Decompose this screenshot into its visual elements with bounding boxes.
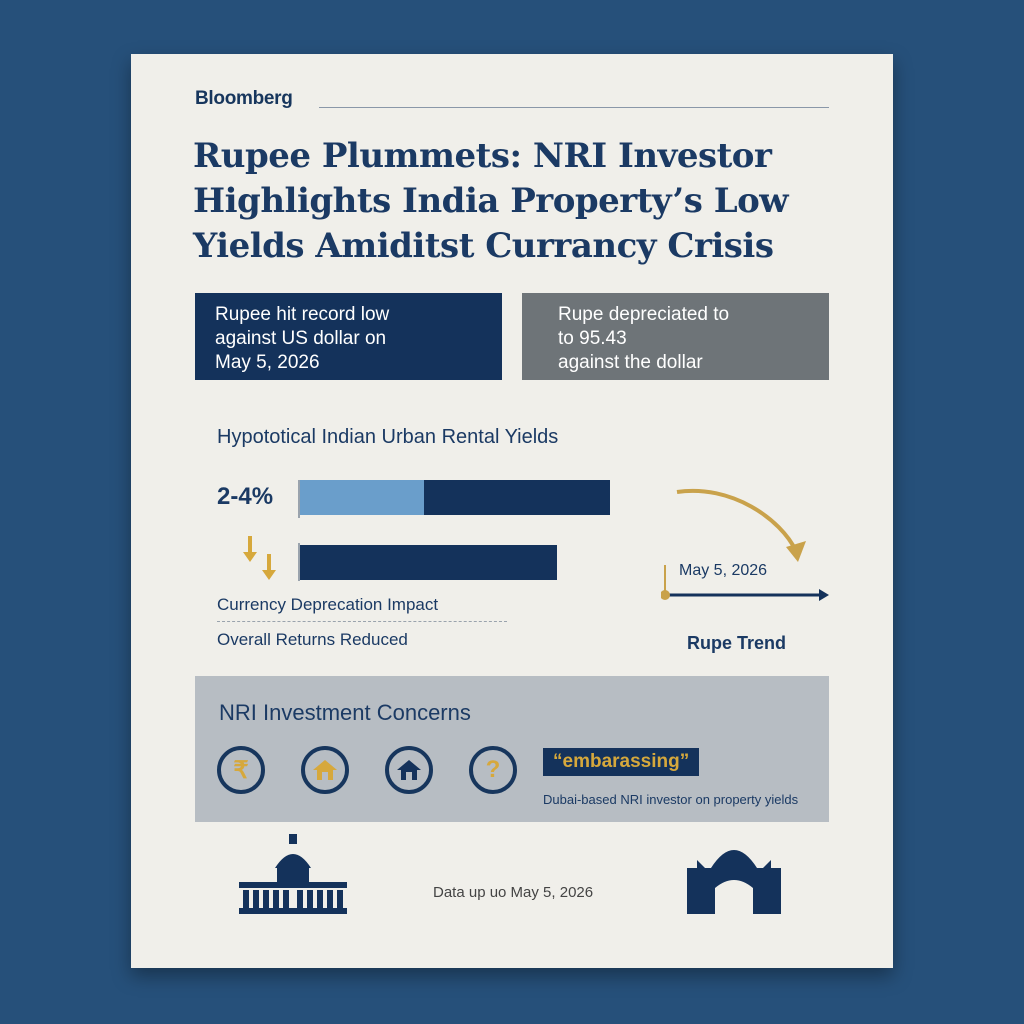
house-icon (301, 746, 349, 794)
yield-range-label: 2-4% (217, 483, 274, 510)
rupee-icon: ₹ (217, 746, 265, 794)
down-arrow-icon (262, 554, 276, 580)
record-low-box: Rupee hit record low against US dollar o… (195, 293, 502, 380)
trend-marker-dot (661, 590, 670, 600)
trend-date: May 5, 2026 (679, 562, 768, 579)
headline: Rupee Plummets: NRI Investor Highlights … (193, 136, 789, 266)
quote-attribution: Dubai-based NRI investor on property yie… (543, 792, 799, 807)
question-icon: ? (469, 746, 517, 794)
currency-impact-caption: Currency Deprecation Impact (217, 595, 439, 614)
trend-axis-arrow-icon (819, 589, 829, 601)
india-gate-icon (687, 850, 781, 914)
bar-axis-bottom (298, 543, 300, 581)
capitol-building-icon (239, 834, 347, 914)
home-icon (385, 746, 433, 794)
brand-logo: Bloomberg (195, 88, 293, 109)
data-footnote: Data up uo May 5, 2026 (433, 884, 594, 901)
bar-axis-top (298, 480, 300, 518)
infographic-card: Bloomberg Rupee Plummets: NRI Investor H… (131, 54, 893, 968)
bar-segment (424, 480, 610, 515)
quote-badge: “embarassing” (543, 748, 700, 776)
trend-curve (676, 488, 798, 552)
concerns-panel: NRI Investment Concerns ₹ ? “embarassing… (195, 676, 829, 822)
caption-divider (217, 621, 507, 622)
trend-label: Rupe Trend (687, 633, 787, 653)
down-arrow-icon (243, 536, 257, 562)
concerns-title: NRI Investment Concerns (219, 700, 471, 725)
returns-caption: Overall Returns Reduced (217, 630, 408, 649)
trend-arrowhead-icon (786, 541, 806, 562)
bar-segment (300, 480, 424, 515)
bar-segment (300, 545, 557, 580)
header-rule (319, 107, 829, 108)
depreciation-box: Rupe depreciated to to 95.43 against the… (522, 293, 829, 380)
trend-graphic (661, 488, 829, 601)
chart-title: Hypototical Indian Urban Rental Yields (217, 426, 559, 448)
